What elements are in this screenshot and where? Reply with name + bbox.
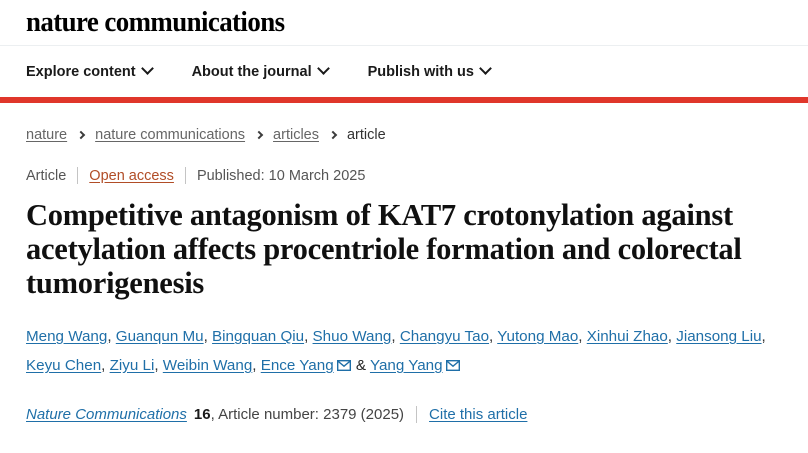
chevron-down-icon — [479, 62, 492, 75]
author-sep: , — [203, 328, 213, 345]
author-sep: , — [252, 357, 261, 374]
article-type: Article — [26, 167, 67, 184]
chevron-down-icon — [316, 62, 330, 75]
author-bingquan-qiu[interactable]: Bingquan Qiu — [212, 328, 305, 345]
breadcrumb-item-articles[interactable]: articles — [273, 127, 319, 143]
author-shuo-wang[interactable]: Shuo Wang — [312, 328, 392, 345]
author-ampersand: & — [351, 357, 370, 374]
nav-item-explore-content[interactable]: Explore content — [26, 62, 154, 80]
author-sep: , — [761, 328, 766, 345]
author-weibin-wang[interactable]: Weibin Wang — [162, 357, 253, 374]
author-keyu-chen[interactable]: Keyu Chen — [26, 357, 102, 374]
breadcrumb-item-nature-communications[interactable]: nature communications — [95, 127, 246, 143]
meta-divider — [77, 167, 79, 184]
author-guanqun-mu[interactable]: Guanqun Mu — [115, 328, 204, 345]
author-sep: , — [154, 357, 163, 374]
citation-divider — [416, 406, 418, 423]
author-list: Meng Wang, Guanqun Mu, Bingquan Qiu, Shu… — [26, 322, 778, 381]
breadcrumb-item-nature[interactable]: nature — [26, 127, 68, 143]
open-access-badge[interactable]: Open access — [89, 167, 174, 184]
nav-label: Explore content — [26, 63, 136, 80]
journal-logo[interactable]: nature communications — [26, 6, 285, 38]
nav-item-publish-with-us[interactable]: Publish with us — [367, 62, 492, 80]
author-sep: , — [391, 328, 400, 345]
author-ence-yang[interactable]: Ence Yang — [260, 357, 334, 374]
chevron-right-icon — [76, 130, 86, 140]
author-sep: , — [578, 328, 587, 345]
author-sep: , — [107, 328, 116, 345]
cite-this-article-link[interactable]: Cite this article — [429, 406, 528, 423]
author-sep: , — [304, 328, 313, 345]
page-title: Competitive antagonism of KAT7 crotonyla… — [26, 198, 742, 300]
author-sep: , — [489, 328, 498, 345]
article-number: , Article number: 2379 (2025) — [210, 406, 405, 423]
published-date: Published: 10 March 2025 — [196, 167, 366, 184]
breadcrumb: nature nature communications articles ar… — [26, 127, 782, 143]
envelope-icon[interactable] — [336, 352, 351, 381]
envelope-icon[interactable] — [445, 352, 460, 381]
article-meta: Article Open access Published: 10 March … — [26, 167, 782, 184]
volume-number: 16 — [193, 406, 211, 423]
author-yutong-mao[interactable]: Yutong Mao — [497, 328, 579, 345]
chevron-down-icon — [140, 62, 154, 75]
journal-link[interactable]: Nature Communications — [26, 406, 187, 423]
author-ziyu-li[interactable]: Ziyu Li — [109, 357, 155, 374]
primary-nav: Explore content About the journal Publis… — [0, 46, 808, 97]
brand-accent-bar — [0, 97, 808, 103]
breadcrumb-item-article: article — [346, 127, 386, 143]
site-masthead: nature communications — [0, 0, 808, 46]
author-jiansong-liu[interactable]: Jiansong Liu — [676, 328, 762, 345]
nav-label: Publish with us — [367, 63, 474, 80]
author-meng-wang[interactable]: Meng Wang — [26, 328, 108, 345]
citation-line: Nature Communications 16 , Article numbe… — [26, 406, 782, 423]
author-sep: , — [667, 328, 677, 345]
nav-item-about-the-journal[interactable]: About the journal — [191, 62, 330, 80]
meta-divider — [184, 167, 186, 184]
article-content: nature nature communications articles ar… — [0, 127, 808, 423]
chevron-right-icon — [254, 130, 264, 140]
nav-label: About the journal — [191, 63, 312, 80]
author-changyu-tao[interactable]: Changyu Tao — [399, 328, 490, 345]
author-sep: , — [101, 357, 110, 374]
chevron-right-icon — [328, 130, 338, 140]
author-yang-yang[interactable]: Yang Yang — [369, 357, 443, 374]
author-xinhui-zhao[interactable]: Xinhui Zhao — [586, 328, 668, 345]
